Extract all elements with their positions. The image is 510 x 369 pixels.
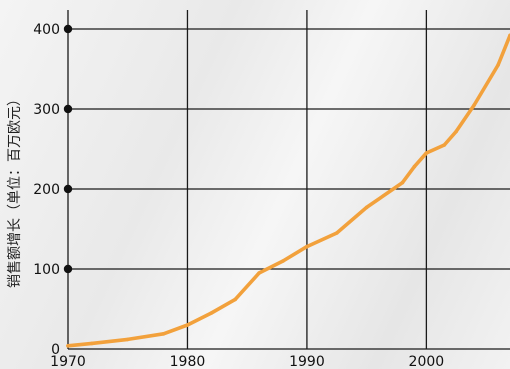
data-point xyxy=(209,311,214,315)
x-tick-label-1970: 1970 xyxy=(50,354,86,369)
data-point xyxy=(305,244,309,249)
y-tick-label-200: 200 xyxy=(33,182,60,198)
data-point xyxy=(496,63,500,67)
grid-lines xyxy=(67,10,510,350)
data-point xyxy=(472,103,476,107)
y-tick-dot-400 xyxy=(63,24,73,34)
y-tick-label-300: 300 xyxy=(33,102,60,118)
y-tick-label-0: 0 xyxy=(51,342,60,358)
data-point xyxy=(424,151,429,155)
y-tick-dot-100 xyxy=(63,264,73,274)
x-tick-label-2000: 2000 xyxy=(409,354,445,369)
x-tick-labels: 1970 1980 1990 2000 xyxy=(50,354,444,369)
y-tick-markers xyxy=(63,24,73,274)
data-point xyxy=(66,344,70,348)
y-tick-label-100: 100 xyxy=(33,262,60,278)
x-tick-label-1980: 1980 xyxy=(170,354,206,369)
data-point xyxy=(454,129,459,134)
data-point xyxy=(257,271,261,275)
data-point xyxy=(400,180,405,185)
data-point xyxy=(233,297,238,302)
y-tick-labels: 0 100 200 300 400 xyxy=(33,22,60,358)
y-axis-label: 销售额增长（单位：百万欧元） xyxy=(7,92,23,288)
data-point xyxy=(90,341,94,346)
data-point xyxy=(125,337,130,342)
y-tick-label-400: 400 xyxy=(33,22,60,38)
data-point xyxy=(442,143,447,147)
data-point xyxy=(334,231,339,235)
data-point xyxy=(185,323,190,327)
y-tick-dot-200 xyxy=(63,184,73,194)
data-point xyxy=(412,164,417,169)
x-tick-label-1990: 1990 xyxy=(289,354,325,369)
data-point xyxy=(161,332,166,336)
series-group xyxy=(66,33,510,348)
sales-growth-line xyxy=(66,33,510,348)
data-point xyxy=(281,259,285,263)
y-tick-dot-300 xyxy=(63,104,73,114)
data-point xyxy=(364,205,369,210)
